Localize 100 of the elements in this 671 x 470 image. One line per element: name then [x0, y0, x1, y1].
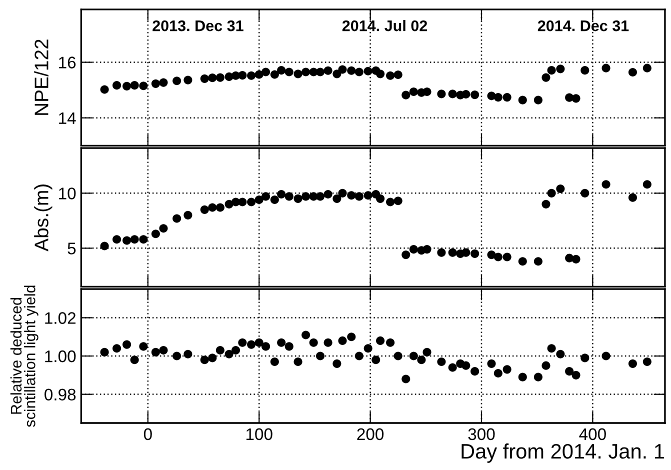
point: [518, 372, 527, 382]
point: [216, 203, 224, 212]
point: [284, 68, 294, 76]
point: [159, 78, 168, 87]
point: [534, 257, 542, 266]
x-axis-title: Day from 2014. Jan. 1: [462, 443, 664, 463]
point: [309, 338, 318, 347]
point: [556, 184, 565, 194]
y-tick-label: 5: [68, 242, 76, 254]
point: [502, 252, 512, 262]
point: [448, 248, 457, 257]
point: [534, 96, 542, 104]
x-tick-label: 400: [579, 428, 606, 440]
point: [112, 235, 122, 244]
point: [580, 354, 590, 362]
point: [200, 205, 209, 214]
point: [347, 66, 356, 75]
point: [112, 344, 122, 353]
point: [139, 82, 148, 90]
point: [254, 195, 264, 204]
point: [394, 352, 402, 360]
point: [122, 340, 132, 349]
point: [100, 242, 109, 250]
x-tick-label: 0: [144, 428, 152, 440]
point: [376, 336, 385, 345]
point: [542, 361, 550, 370]
point: [422, 348, 432, 356]
point: [448, 363, 457, 372]
point: [294, 70, 302, 78]
point: [437, 357, 446, 366]
point: [208, 354, 217, 362]
point: [494, 93, 502, 102]
point: [394, 196, 402, 206]
point: [302, 68, 310, 76]
point: [247, 340, 256, 349]
point: [208, 74, 217, 82]
point: [216, 346, 224, 355]
point: [338, 188, 347, 198]
point: [422, 87, 432, 96]
point: [518, 257, 527, 266]
point: [364, 191, 372, 200]
point: [247, 71, 256, 80]
point: [316, 192, 325, 201]
point: [409, 245, 418, 254]
point: [208, 203, 217, 212]
point: [470, 249, 480, 258]
point: [332, 194, 342, 203]
y-tick-label: 16: [59, 56, 76, 68]
point: [462, 361, 470, 370]
point: [470, 90, 480, 100]
point: [572, 254, 580, 264]
point: [437, 90, 446, 98]
point: [332, 70, 342, 78]
point: [100, 85, 109, 94]
point: [394, 70, 402, 80]
point: [151, 230, 160, 238]
point: [402, 374, 410, 384]
point: [386, 71, 395, 80]
point: [151, 79, 160, 88]
point: [547, 188, 556, 198]
point: [364, 66, 372, 76]
point: [556, 64, 565, 74]
point: [277, 338, 286, 347]
point: [494, 368, 502, 378]
point: [462, 90, 470, 99]
point: [184, 350, 192, 358]
point: [462, 248, 470, 257]
x-tick-label: 300: [468, 428, 495, 440]
point: [409, 87, 418, 96]
point: [284, 192, 294, 201]
point: [547, 344, 556, 353]
point: [130, 356, 139, 364]
y-axis-title: Abs.(m): [34, 184, 52, 252]
point: [316, 68, 325, 76]
point: [224, 350, 234, 358]
y-tick-label: 1.02: [45, 312, 76, 324]
point: [270, 357, 279, 366]
point: [642, 64, 652, 72]
point: [402, 250, 410, 260]
point: [628, 359, 637, 368]
point: [324, 338, 332, 347]
annotation: 2014. Dec 31: [538, 20, 629, 32]
point: [518, 96, 527, 104]
point: [542, 200, 550, 208]
point: [270, 70, 279, 79]
point: [151, 348, 160, 356]
point: [602, 180, 610, 189]
point: [184, 210, 192, 220]
point: [238, 338, 247, 347]
x-tick-label: 200: [357, 428, 384, 440]
point: [261, 342, 270, 351]
point: [100, 348, 109, 356]
point: [402, 90, 410, 100]
point: [270, 195, 279, 204]
point: [580, 66, 590, 75]
x-tick-label: 100: [246, 428, 272, 440]
point: [572, 94, 580, 103]
point: [294, 357, 302, 366]
point: [172, 214, 182, 223]
point: [277, 66, 286, 75]
